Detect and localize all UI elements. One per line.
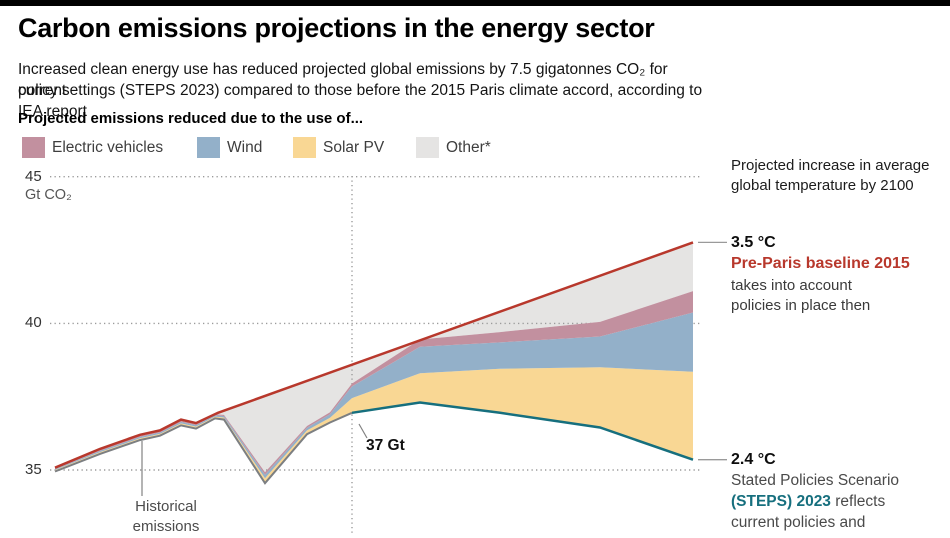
steps-scenario-name-line1: Stated Policies Scenario (731, 472, 900, 489)
legend-item-other: Other* (416, 137, 491, 158)
other-swatch (416, 137, 439, 158)
electric-vehicles-swatch (22, 137, 45, 158)
temperature-column-header: Projected increase in average global tem… (731, 157, 930, 194)
legend-item-wind: Wind (197, 137, 262, 158)
solar-pv-swatch (293, 137, 316, 158)
legend-item-solar-pv: Solar PV (293, 137, 384, 158)
y-axis-tick-45: 45 (25, 168, 42, 185)
y-axis-unit: Gt CO₂ (25, 187, 72, 203)
wind-swatch (197, 137, 220, 158)
baseline-scenario-description: takes into account policies in place the… (731, 277, 871, 314)
y-axis-tick-40: 40 (25, 314, 42, 331)
subtitle-line-1: Increased clean energy use has reduced p… (18, 61, 668, 99)
steps-reflects-text: reflects (830, 493, 886, 510)
baseline-scenario-name: Pre-Paris baseline 2015 (731, 255, 910, 272)
steps-2023-line (351, 401, 694, 461)
legend-label: Wind (227, 138, 263, 156)
historical-emissions-label: Historical emissions (132, 498, 200, 535)
legend-label: Electric vehicles (52, 138, 164, 156)
area-solar-pv (55, 367, 693, 484)
y-axis-tick-35: 35 (25, 461, 42, 478)
37gt-label: 37 Gt (366, 437, 405, 454)
legend-label: Other* (446, 138, 491, 156)
subtitle-line-2: policy settings (STEPS 2023) compared to… (18, 82, 703, 120)
steps-scenario-name-line2: (STEPS) 2023 reflects (731, 493, 943, 511)
area-wind (55, 312, 693, 479)
gt37-callout-line (358, 423, 368, 439)
steps-temperature-value: 2.4 °C (731, 451, 776, 468)
page-title: Carbon emissions projections in the ener… (18, 13, 655, 43)
steps-scenario-description: current policies and (731, 514, 866, 531)
pre-paris-baseline-line (54, 241, 694, 469)
legend-heading: Projected emissions reduced due to the u… (18, 110, 364, 127)
legend-label: Solar PV (323, 138, 385, 156)
historical-emissions-line (54, 411, 353, 485)
top-border-bar (0, 0, 950, 6)
legend-item-electric-vehicles: Electric vehicles (22, 137, 163, 158)
baseline-temperature-value: 3.5 °C (731, 234, 776, 251)
area-electric-vehicles (55, 291, 693, 475)
steps-2023-bold: (STEPS) 2023 (731, 493, 831, 510)
